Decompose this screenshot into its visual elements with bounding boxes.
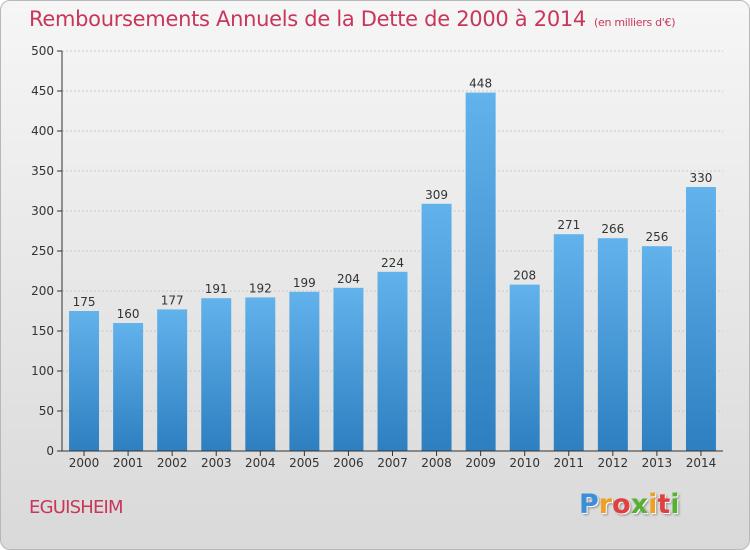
x-tick-label: 2003 xyxy=(201,456,232,470)
bar-2008 xyxy=(421,203,452,451)
chart-subtitle: (en milliers d'€) xyxy=(594,16,676,29)
data-label: 256 xyxy=(645,230,668,244)
y-tick-label: 250 xyxy=(31,244,54,258)
y-tick-label: 300 xyxy=(31,204,54,218)
x-tick-label: 2010 xyxy=(509,456,540,470)
chart-title-text: Remboursements Annuels de la Dette de 20… xyxy=(29,7,586,31)
x-tick-label: 2014 xyxy=(686,456,717,470)
x-tick-label: 2005 xyxy=(289,456,320,470)
bar-2002 xyxy=(157,309,188,451)
x-tick-label: 2001 xyxy=(113,456,144,470)
data-label: 330 xyxy=(690,171,713,185)
x-tick-label: 2011 xyxy=(553,456,584,470)
bar-2011 xyxy=(553,234,584,451)
x-tick-label: 2004 xyxy=(245,456,276,470)
data-label: 192 xyxy=(249,281,272,295)
labels: 0 50 100 150 200 250 300 350 400 450 500 175 2000 160… xyxy=(31,44,716,470)
commune-name: EGUISHEIM xyxy=(29,497,124,518)
y-tick-label: 500 xyxy=(31,44,54,58)
x-tick-label: 2012 xyxy=(598,456,629,470)
x-tick-label: 2008 xyxy=(421,456,452,470)
bar-2012 xyxy=(597,238,628,451)
y-tick-label: 400 xyxy=(31,124,54,138)
data-label: 448 xyxy=(469,77,492,91)
y-tick-label: 0 xyxy=(46,444,54,458)
bar-2003 xyxy=(201,298,232,451)
y-tick-label: 200 xyxy=(31,284,54,298)
x-tick-label: 2006 xyxy=(333,456,364,470)
y-tick-label: 150 xyxy=(31,324,54,338)
bar-2005 xyxy=(289,291,320,451)
data-label: 177 xyxy=(161,293,184,307)
y-tick-label: 100 xyxy=(31,364,54,378)
bar-2004 xyxy=(245,297,276,451)
x-tick-label: 2009 xyxy=(465,456,496,470)
bars xyxy=(69,92,716,451)
bar-2000 xyxy=(69,311,100,451)
x-tick-label: 2013 xyxy=(642,456,673,470)
data-label: 208 xyxy=(513,269,536,283)
bar-2001 xyxy=(113,323,144,451)
y-tick-label: 450 xyxy=(31,84,54,98)
data-label: 224 xyxy=(381,256,404,270)
data-label: 266 xyxy=(601,222,624,236)
data-label: 199 xyxy=(293,276,316,290)
bar-2014 xyxy=(685,187,716,451)
data-label: 271 xyxy=(557,218,580,232)
proxiti-logo: Proxiti xyxy=(579,489,680,520)
data-label: 309 xyxy=(425,188,448,202)
data-label: 175 xyxy=(73,295,96,309)
bar-2009 xyxy=(465,92,496,451)
bar-2006 xyxy=(333,287,364,451)
x-tick-label: 2002 xyxy=(157,456,188,470)
bar-2007 xyxy=(377,271,408,451)
data-label: 191 xyxy=(205,282,228,296)
data-label: 160 xyxy=(117,307,140,321)
x-tick-label: 2000 xyxy=(69,456,100,470)
bar-2013 xyxy=(641,246,672,451)
bar-2010 xyxy=(509,284,540,451)
y-tick-label: 350 xyxy=(31,164,54,178)
data-label: 204 xyxy=(337,272,360,286)
axes xyxy=(57,50,723,456)
chart-title: Remboursements Annuels de la Dette de 20… xyxy=(29,7,675,31)
x-tick-label: 2007 xyxy=(377,456,408,470)
y-tick-label: 50 xyxy=(39,404,54,418)
